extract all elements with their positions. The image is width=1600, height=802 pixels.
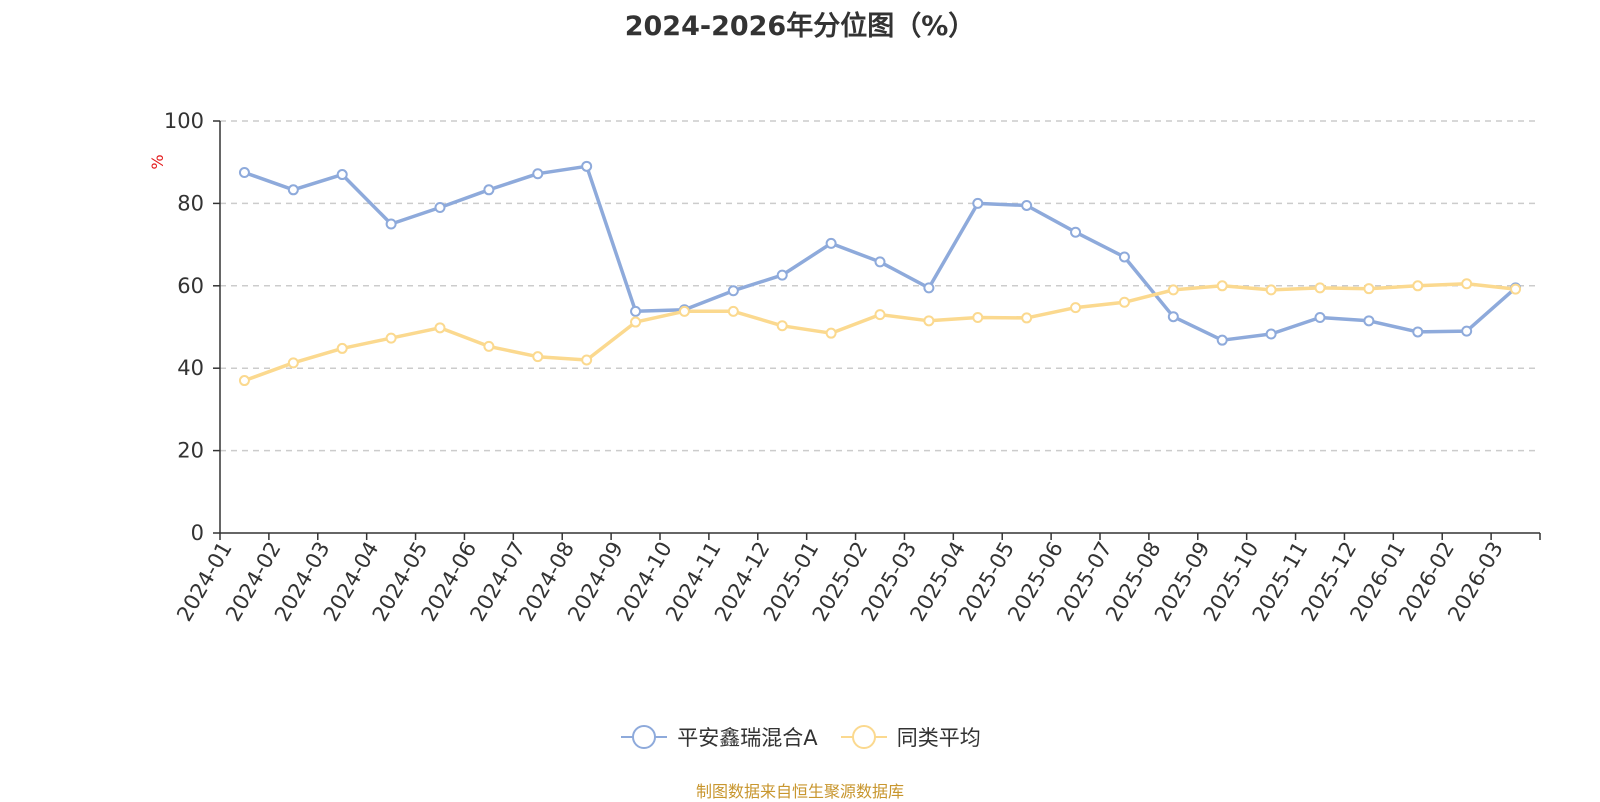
data-point-series-1 — [1461, 325, 1473, 337]
y-tick-label: 60 — [177, 274, 204, 298]
data-point-series-1 — [385, 218, 397, 230]
series-line-2 — [242, 281, 1518, 383]
data-point-series-2 — [1021, 312, 1033, 324]
data-point-series-2 — [238, 375, 250, 387]
data-point-series-1 — [532, 168, 544, 180]
data-point-series-1 — [238, 167, 250, 178]
data-point-series-2 — [1363, 283, 1375, 295]
y-tick-label: 20 — [177, 439, 204, 463]
data-point-series-1 — [825, 237, 837, 249]
data-point-series-1 — [483, 184, 495, 196]
grid-lines — [220, 120, 1540, 452]
data-point-series-1 — [434, 202, 446, 214]
data-point-series-1 — [874, 256, 886, 268]
data-point-series-2 — [434, 322, 446, 334]
data-point-series-2 — [1070, 302, 1082, 314]
data-point-series-2 — [1314, 282, 1326, 294]
data-point-series-2 — [1461, 278, 1473, 290]
legend-item-series-2[interactable]: 同类平均 — [839, 722, 981, 752]
data-point-series-1 — [581, 160, 593, 172]
x-tick-labels: 2024-012024-022024-032024-042024-052024-… — [172, 538, 1508, 626]
data-point-series-1 — [1070, 226, 1082, 238]
data-point-series-2 — [923, 315, 935, 327]
data-point-series-1 — [1265, 328, 1277, 340]
data-point-series-2 — [727, 305, 739, 317]
data-point-series-2 — [874, 309, 886, 321]
data-point-series-2 — [483, 340, 495, 352]
data-point-series-1 — [630, 305, 642, 317]
data-point-series-1 — [776, 269, 788, 281]
data-point-series-2 — [776, 320, 788, 332]
y-tick-label: 40 — [177, 356, 204, 380]
y-axis-label: % — [148, 154, 167, 169]
data-point-series-1 — [1118, 251, 1130, 263]
data-point-series-2 — [630, 316, 642, 328]
y-tick-label: 100 — [164, 109, 204, 133]
chart-title: 2024-2026年分位图（%） — [624, 11, 976, 42]
data-point-series-2 — [287, 357, 299, 369]
data-point-series-1 — [1412, 326, 1424, 338]
y-tick-labels: 0 20 40 60 80 100 — [164, 109, 204, 545]
data-point-series-2 — [972, 312, 984, 324]
legend-item-series-1[interactable]: 平安鑫瑞混合A — [619, 722, 818, 752]
series-lines — [242, 164, 1518, 383]
legend-marker-icon — [621, 725, 668, 749]
legend: 平安鑫瑞混合A 同类平均 — [0, 722, 1600, 756]
data-point-series-2 — [1118, 296, 1130, 308]
source-note: 制图数据来自恒生聚源数据库 — [695, 782, 904, 801]
data-point-series-1 — [923, 282, 935, 294]
data-point-series-2 — [825, 327, 837, 339]
data-point-series-2 — [336, 342, 348, 354]
data-point-series-1 — [1314, 312, 1326, 324]
data-point-series-1 — [1021, 199, 1033, 211]
data-point-series-2 — [1510, 283, 1522, 295]
y-tick-label: 80 — [177, 191, 204, 215]
data-point-series-1 — [1216, 334, 1228, 346]
legend-marker-icon — [840, 725, 887, 749]
data-point-series-1 — [1167, 311, 1179, 323]
data-point-series-2 — [1167, 284, 1179, 296]
data-point-series-2 — [1216, 280, 1228, 292]
data-point-series-2 — [581, 354, 593, 366]
data-point-series-1 — [972, 197, 984, 209]
series-points — [238, 160, 1522, 387]
data-point-series-2 — [532, 351, 544, 363]
data-point-series-1 — [1363, 315, 1375, 327]
data-point-series-1 — [336, 169, 348, 181]
data-point-series-2 — [1412, 280, 1424, 292]
legend-label-series-2: 同类平均 — [896, 726, 981, 750]
data-point-series-2 — [1265, 284, 1277, 296]
legend-label-series-1: 平安鑫瑞混合A — [677, 726, 818, 750]
data-point-series-2 — [385, 332, 397, 344]
data-point-series-1 — [287, 184, 299, 196]
data-point-series-1 — [727, 285, 739, 297]
axes — [213, 120, 1541, 540]
data-point-series-2 — [678, 305, 690, 317]
y-tick-label: 0 — [191, 521, 204, 545]
